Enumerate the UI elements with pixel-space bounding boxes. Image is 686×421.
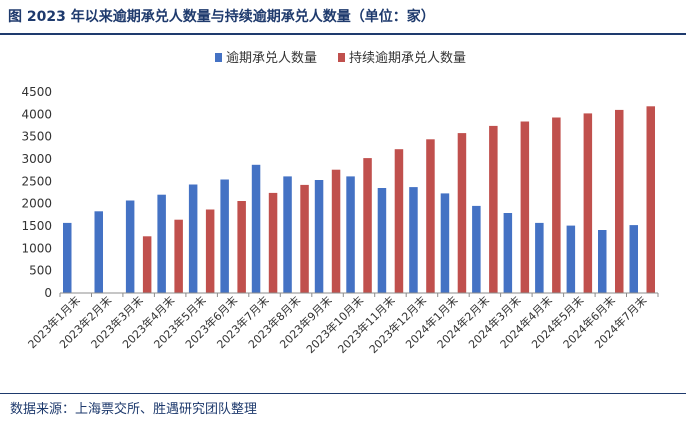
- legend-label-2: 持续逾期承兑人数量: [349, 51, 466, 66]
- bar-s2-5: [205, 209, 215, 293]
- bar-s2-15: [520, 121, 530, 293]
- bar-series: [63, 106, 655, 294]
- bar-s1-10: [346, 176, 355, 293]
- page-title: 图 2023 年以来逾期承兑人数量与持续逾期承兑人数量（单位：家）: [8, 9, 435, 25]
- y-tick-label-9: 4500: [21, 85, 52, 99]
- bar-s2-19: [646, 106, 655, 293]
- y-tick-label-0: 0: [44, 286, 52, 300]
- bar-s1-13: [440, 193, 450, 293]
- legend-label-1: 逾期承兑人数量: [226, 51, 317, 66]
- y-tick-label-1: 500: [29, 264, 52, 278]
- bar-s2-6: [237, 201, 246, 293]
- bar-s2-3: [142, 236, 152, 293]
- data-source-note: 数据来源：上海票交所、胜遇研究团队整理: [10, 402, 258, 417]
- bar-s1-17: [566, 225, 576, 293]
- bar-s2-10: [363, 158, 372, 293]
- y-tick-label-3: 1500: [21, 219, 52, 233]
- y-tick-label-5: 2500: [21, 174, 52, 188]
- y-tick-label-2: 1000: [21, 241, 52, 255]
- bar-s1-4: [157, 194, 166, 293]
- bar-s2-13: [457, 133, 467, 293]
- bar-chart: 逾期承兑人数量 持续逾期承兑人数量 0 500 1000 1500 2000 2500 300…: [21, 51, 659, 356]
- bar-s1-16: [535, 222, 544, 293]
- bar-s1-12: [409, 187, 418, 293]
- bar-s1-2: [94, 211, 103, 293]
- y-tick-label-6: 3000: [21, 152, 52, 166]
- bar-s2-17: [583, 113, 593, 294]
- bar-s1-6: [220, 179, 229, 293]
- bar-s1-19: [629, 225, 638, 293]
- bar-s2-11: [394, 149, 404, 293]
- title-divider: [0, 33, 686, 35]
- bar-s2-18: [615, 109, 624, 294]
- y-tick-label-8: 4000: [21, 107, 52, 121]
- bar-s2-16: [552, 117, 561, 293]
- bar-s1-5: [188, 184, 198, 293]
- bar-s1-3: [125, 200, 135, 293]
- bar-s2-4: [174, 219, 183, 293]
- y-tick-label-4: 2000: [21, 197, 52, 211]
- bar-s1-15: [503, 213, 513, 293]
- source-divider: [0, 393, 686, 394]
- y-axis: 0 500 1000 1500 2000 2500 3000 3500 4000 4500: [21, 85, 52, 300]
- legend-swatch-2: [338, 53, 345, 62]
- bar-s1-18: [598, 230, 607, 293]
- bar-s2-12: [426, 139, 435, 293]
- title-bar: 图 2023 年以来逾期承兑人数量与持续逾期承兑人数量（单位：家）: [0, 0, 686, 35]
- bar-s1-8: [283, 176, 292, 293]
- y-tick-label-7: 3500: [21, 130, 52, 144]
- bar-s1-1: [63, 222, 72, 293]
- bar-s1-9: [314, 180, 324, 293]
- bar-s1-14: [472, 205, 481, 293]
- bar-s2-9: [331, 169, 341, 293]
- bar-s1-11: [377, 188, 387, 293]
- bar-s2-8: [300, 184, 309, 293]
- bar-s2-7: [268, 192, 278, 293]
- legend-swatch-1: [215, 53, 222, 62]
- bar-s1-7: [251, 164, 261, 293]
- bar-s2-14: [489, 125, 498, 294]
- x-axis: 2023年1月末2023年2月末2023年3月末2023年4月末2023年5月末…: [25, 292, 659, 356]
- chart-legend: 逾期承兑人数量 持续逾期承兑人数量: [215, 51, 466, 66]
